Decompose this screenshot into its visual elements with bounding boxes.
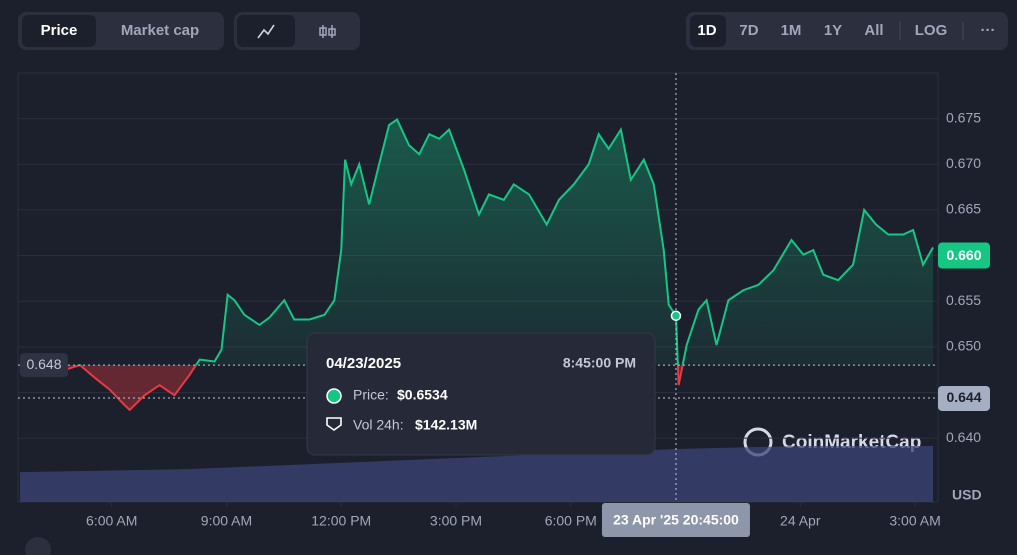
crosshair-y-label: 0.644 — [946, 389, 981, 405]
candle-icon[interactable] — [319, 25, 336, 38]
range-active[interactable] — [690, 15, 726, 47]
tooltip-time: 8:45:00 PM — [563, 355, 636, 371]
price-area-down — [19, 365, 683, 410]
range-button[interactable]: 1D — [697, 22, 716, 39]
x-tick-label: 6:00 PM — [545, 513, 597, 529]
current-price-label: 0.660 — [946, 247, 981, 263]
tooltip-date: 04/23/2025 — [326, 355, 401, 372]
price-line-up — [76, 118, 934, 366]
x-tick-label: 24 Apr — [780, 513, 821, 529]
x-tick-label: 12:00 PM — [311, 513, 371, 529]
tab-market-cap[interactable]: Market cap — [121, 22, 199, 39]
y-tick-label: 0.655 — [946, 292, 981, 308]
x-tick-label: 9:00 AM — [201, 513, 252, 529]
range-button[interactable]: All — [864, 22, 883, 39]
vol-icon — [326, 417, 342, 431]
range-button[interactable]: ··· — [981, 22, 996, 39]
y-tick-label: 0.665 — [946, 201, 981, 217]
x-tick-label: 3:00 AM — [889, 513, 940, 529]
y-tick-label: 0.670 — [946, 155, 981, 171]
baseline-tag — [20, 353, 68, 378]
hover-point — [670, 310, 682, 322]
range-button[interactable]: 1Y — [824, 22, 842, 39]
history-button[interactable] — [25, 537, 51, 555]
line-icon — [257, 24, 275, 39]
y-tick-label: 0.675 — [946, 109, 981, 125]
crosshair-x-label: 23 Apr '25 20:45:00 — [613, 512, 739, 528]
tooltip-vol-label: Vol 24h: — [353, 417, 404, 433]
range-button[interactable]: LOG — [915, 22, 948, 39]
baseline-label: 0.648 — [26, 356, 61, 372]
x-tick-label: 6:00 AM — [86, 513, 137, 529]
crosshair-y-tag — [938, 385, 990, 411]
x-tick-label: 3:00 PM — [430, 513, 482, 529]
tab-active[interactable] — [22, 15, 96, 47]
currency-label: USD — [952, 487, 982, 503]
crosshair-x-tag — [601, 503, 750, 537]
tooltip — [306, 332, 656, 456]
volume-area — [19, 446, 934, 502]
y-tick-label: 0.640 — [946, 429, 981, 445]
range-group — [686, 12, 1008, 50]
current-price-tag — [938, 242, 990, 269]
range-button[interactable]: 1M — [781, 22, 802, 39]
range-button[interactable]: 7D — [739, 22, 758, 39]
tooltip-price-label: Price: — [353, 387, 389, 403]
tooltip-price: $0.6534 — [397, 387, 448, 403]
tooltip-vol: $142.13M — [415, 417, 477, 433]
y-tick-label: 0.650 — [946, 338, 981, 354]
price-dot — [326, 388, 342, 404]
tab-price[interactable]: Price — [41, 22, 78, 39]
